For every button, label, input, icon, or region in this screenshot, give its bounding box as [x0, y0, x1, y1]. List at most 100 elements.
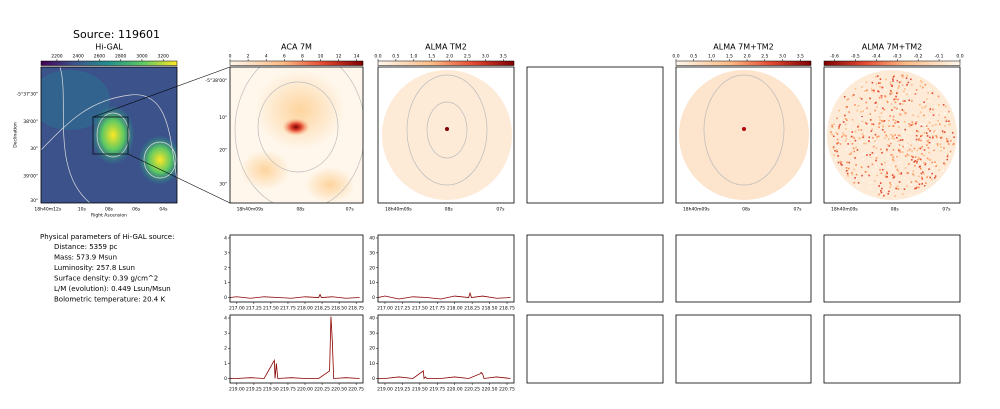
speckle	[895, 136, 898, 139]
speckle	[881, 128, 884, 131]
y-tick-label: 4	[224, 235, 227, 241]
speckle	[858, 137, 861, 139]
speckle	[882, 107, 884, 110]
speckle	[878, 123, 880, 125]
speckle	[853, 168, 856, 171]
spectrum-line	[378, 370, 511, 380]
speckle	[844, 123, 847, 126]
plot-frame	[377, 314, 515, 384]
speckle	[863, 87, 865, 90]
speckle	[868, 136, 871, 139]
aca-image	[230, 67, 363, 203]
speckle	[922, 173, 925, 175]
speckle	[918, 139, 920, 142]
speckle	[863, 142, 865, 145]
empty-panel	[823, 314, 961, 384]
speckle	[945, 130, 947, 133]
speckle	[918, 166, 921, 168]
speckle	[879, 122, 881, 124]
speckle	[915, 187, 918, 189]
speckle	[879, 78, 882, 80]
speckle	[918, 141, 921, 144]
speckle	[883, 131, 886, 133]
panel-title: ALMA 7M+TM2	[713, 43, 773, 52]
y-tick-label: 30	[369, 331, 375, 337]
speckle	[878, 190, 880, 193]
speckle	[925, 162, 927, 164]
speckle	[921, 135, 924, 138]
speckle	[941, 148, 944, 151]
speckle	[889, 115, 891, 117]
speckle	[833, 130, 835, 132]
colorbar-tick-label: 6	[283, 54, 286, 60]
higal-image	[41, 67, 177, 203]
colorbar-tick-label: 0.5	[392, 54, 399, 60]
speckle	[869, 181, 871, 184]
speckle	[905, 77, 908, 79]
y-tick-label: 3	[224, 331, 227, 337]
speckle	[879, 190, 882, 192]
speckle	[893, 98, 895, 101]
speckle	[843, 96, 846, 98]
speckle	[837, 142, 840, 144]
speckle	[915, 119, 917, 122]
speckle	[874, 141, 877, 144]
colorbar-tick-label: 2.5	[464, 54, 471, 60]
speckle	[884, 95, 886, 97]
speckle	[926, 144, 928, 146]
speckle	[871, 163, 874, 166]
speckle	[904, 155, 907, 157]
image-frame	[823, 66, 961, 204]
speckle	[891, 140, 894, 142]
panel-title: ALMA TM2	[425, 43, 467, 52]
speckle	[846, 172, 849, 175]
speckle	[946, 155, 949, 158]
parameter-line: Surface density: 0.39 g/cm^2	[54, 275, 158, 283]
x-tick-label: 218.25	[314, 306, 330, 312]
speckle	[845, 99, 848, 101]
speckle	[928, 158, 931, 161]
speckle	[875, 153, 878, 156]
speckle	[862, 153, 865, 155]
speckle	[872, 123, 875, 126]
speckle	[914, 187, 916, 190]
speckle	[945, 120, 948, 123]
speckle	[890, 154, 893, 156]
parameter-line: L/M (evolution): 0.449 Lsun/Msun	[54, 285, 171, 293]
speckle	[941, 137, 943, 139]
speckle	[883, 194, 885, 197]
speckle	[953, 136, 955, 139]
speckle	[859, 137, 861, 140]
speckle	[887, 138, 890, 140]
speckle	[838, 125, 841, 128]
speckle	[867, 165, 870, 168]
speckle	[908, 194, 911, 196]
speckle	[886, 148, 888, 151]
colorbar-tick-label: 3000	[136, 54, 148, 60]
speckle	[845, 170, 848, 172]
speckle	[859, 141, 861, 143]
speckle	[878, 116, 881, 118]
speckle	[874, 137, 876, 140]
speckle	[880, 95, 883, 97]
speckle	[830, 131, 832, 134]
speckle	[882, 126, 884, 128]
speckle	[948, 110, 950, 113]
colorbar-tick-label: 8	[301, 54, 304, 60]
speckle	[882, 124, 884, 127]
speckle	[906, 153, 909, 156]
speckle	[908, 91, 911, 94]
speckle	[910, 183, 913, 186]
speckle	[851, 142, 854, 145]
y-tick-label: 30"	[30, 146, 38, 152]
speckle	[880, 112, 883, 114]
speckle	[875, 147, 878, 150]
speckle	[914, 156, 917, 158]
speckle	[909, 131, 912, 134]
speckle	[936, 136, 938, 138]
colorbar-tick-label: 1.0	[410, 54, 417, 60]
speckle	[861, 86, 863, 88]
speckle	[885, 188, 887, 191]
empty-panel	[526, 314, 664, 384]
speckle	[880, 172, 883, 174]
